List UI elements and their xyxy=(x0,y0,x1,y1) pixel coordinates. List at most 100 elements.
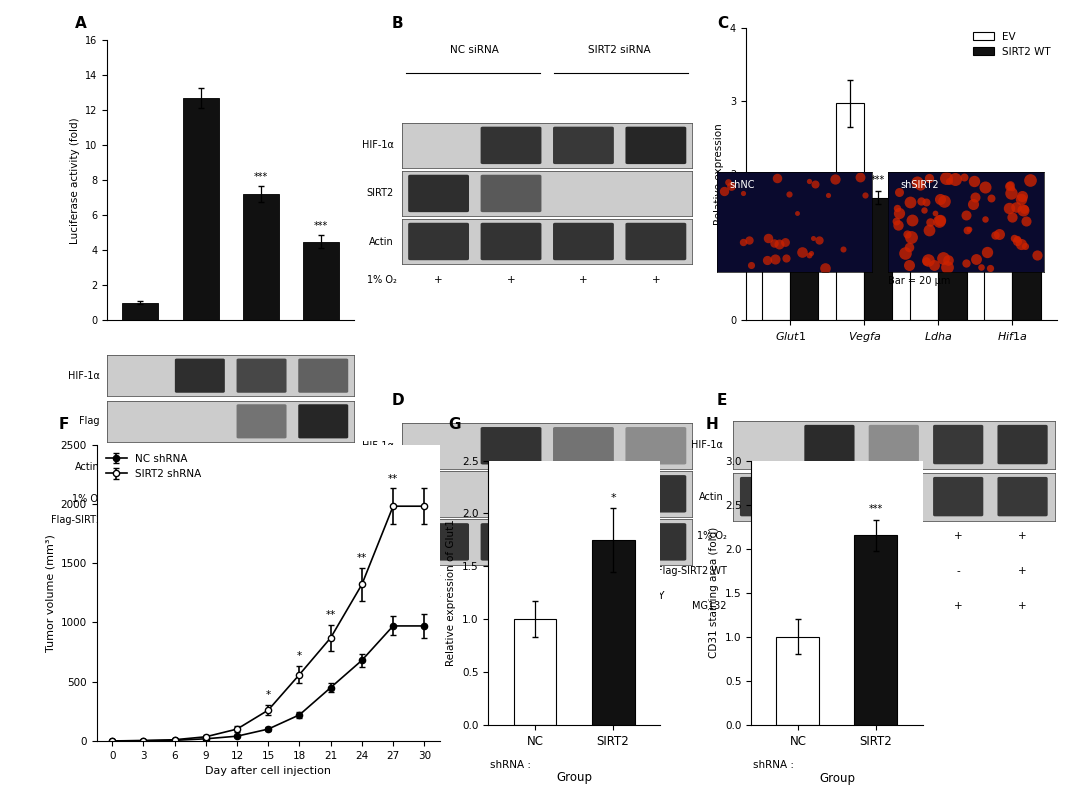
Point xyxy=(768,171,785,184)
Y-axis label: Relative expression of Glut1: Relative expression of Glut1 xyxy=(446,519,456,666)
FancyBboxPatch shape xyxy=(553,427,614,465)
Y-axis label: Relative expression: Relative expression xyxy=(715,123,724,225)
Point xyxy=(1005,232,1023,245)
Point xyxy=(966,191,983,203)
Text: +: + xyxy=(579,570,588,580)
Text: **: ** xyxy=(356,553,367,563)
Legend: EV, SIRT2 WT: EV, SIRT2 WT xyxy=(969,27,1055,61)
Point xyxy=(939,253,956,266)
FancyBboxPatch shape xyxy=(626,427,687,465)
Point xyxy=(1002,187,1019,199)
Point xyxy=(817,261,834,274)
Point xyxy=(740,234,758,247)
Bar xyxy=(303,242,339,320)
Point xyxy=(1000,179,1017,192)
Point xyxy=(965,198,982,211)
Point xyxy=(891,207,908,219)
Point xyxy=(1015,203,1032,216)
Point xyxy=(900,259,917,272)
Point xyxy=(972,261,989,274)
Point xyxy=(760,232,777,245)
Point xyxy=(890,219,907,231)
Text: -: - xyxy=(437,570,440,580)
Bar xyxy=(777,637,820,725)
Y-axis label: CD31 staining area (fold): CD31 staining area (fold) xyxy=(709,527,719,658)
Bar xyxy=(591,540,634,725)
Point xyxy=(759,254,776,267)
Point xyxy=(921,223,938,236)
Point xyxy=(976,181,994,194)
FancyBboxPatch shape xyxy=(934,477,983,517)
Text: +: + xyxy=(195,494,204,504)
Point xyxy=(908,175,925,188)
Point xyxy=(986,228,1003,241)
Bar xyxy=(939,234,967,320)
Text: D: D xyxy=(392,392,405,408)
Text: 1% O₂: 1% O₂ xyxy=(367,570,397,580)
Point xyxy=(1014,203,1031,216)
Text: shSIRT2: shSIRT2 xyxy=(901,180,940,190)
Text: -: - xyxy=(956,566,960,576)
Point xyxy=(902,195,920,208)
Point xyxy=(1017,215,1034,227)
FancyBboxPatch shape xyxy=(298,405,349,438)
Point xyxy=(920,171,937,184)
Text: +: + xyxy=(258,494,266,504)
Text: H: H xyxy=(706,417,719,432)
Text: shRNA :: shRNA : xyxy=(752,760,794,770)
Point xyxy=(966,175,983,187)
Y-axis label: Luciferase activity (fold): Luciferase activity (fold) xyxy=(70,117,79,244)
Point xyxy=(780,187,797,200)
Point xyxy=(777,235,794,248)
Point xyxy=(902,231,920,244)
Point xyxy=(766,252,783,265)
Text: Flag: Flag xyxy=(373,489,394,499)
Point xyxy=(897,247,914,260)
Point xyxy=(979,246,996,259)
Point xyxy=(1009,232,1026,245)
Point xyxy=(1003,182,1020,195)
Point xyxy=(1021,173,1039,186)
Text: 1% O₂: 1% O₂ xyxy=(367,276,397,285)
Text: +: + xyxy=(258,515,266,525)
Text: +: + xyxy=(506,570,515,580)
Text: MG132: MG132 xyxy=(692,601,726,611)
Text: +: + xyxy=(506,276,515,285)
Point xyxy=(1016,239,1033,252)
Text: +: + xyxy=(651,276,660,285)
Point xyxy=(1009,235,1026,248)
Point xyxy=(743,259,760,272)
Point xyxy=(956,171,973,183)
Point xyxy=(810,233,827,246)
Point xyxy=(898,227,915,240)
Text: -: - xyxy=(437,591,440,601)
Text: HIF-1α: HIF-1α xyxy=(362,140,394,151)
Point xyxy=(1012,193,1029,206)
Text: +: + xyxy=(579,276,588,285)
Text: Group: Group xyxy=(819,771,855,785)
Point xyxy=(716,185,733,198)
Point xyxy=(1008,201,1025,214)
FancyBboxPatch shape xyxy=(236,359,286,392)
FancyBboxPatch shape xyxy=(175,359,225,392)
Text: Flag-SIRT2: Flag-SIRT2 xyxy=(346,591,397,601)
Point xyxy=(890,186,907,199)
Bar xyxy=(762,199,790,320)
FancyBboxPatch shape xyxy=(481,523,542,561)
FancyBboxPatch shape xyxy=(298,359,349,392)
Point xyxy=(917,255,935,268)
FancyBboxPatch shape xyxy=(113,450,163,484)
Text: **: ** xyxy=(325,610,336,620)
FancyBboxPatch shape xyxy=(481,223,542,260)
Point xyxy=(931,192,949,205)
Point xyxy=(1002,179,1019,191)
Text: +: + xyxy=(890,566,898,576)
FancyBboxPatch shape xyxy=(998,477,1047,517)
X-axis label: Day after cell injection: Day after cell injection xyxy=(205,767,332,776)
Text: E: E xyxy=(717,392,727,408)
Bar xyxy=(1013,246,1041,320)
FancyBboxPatch shape xyxy=(481,427,542,465)
Bar xyxy=(984,244,1013,320)
Point xyxy=(1000,202,1017,215)
Point xyxy=(789,207,806,219)
